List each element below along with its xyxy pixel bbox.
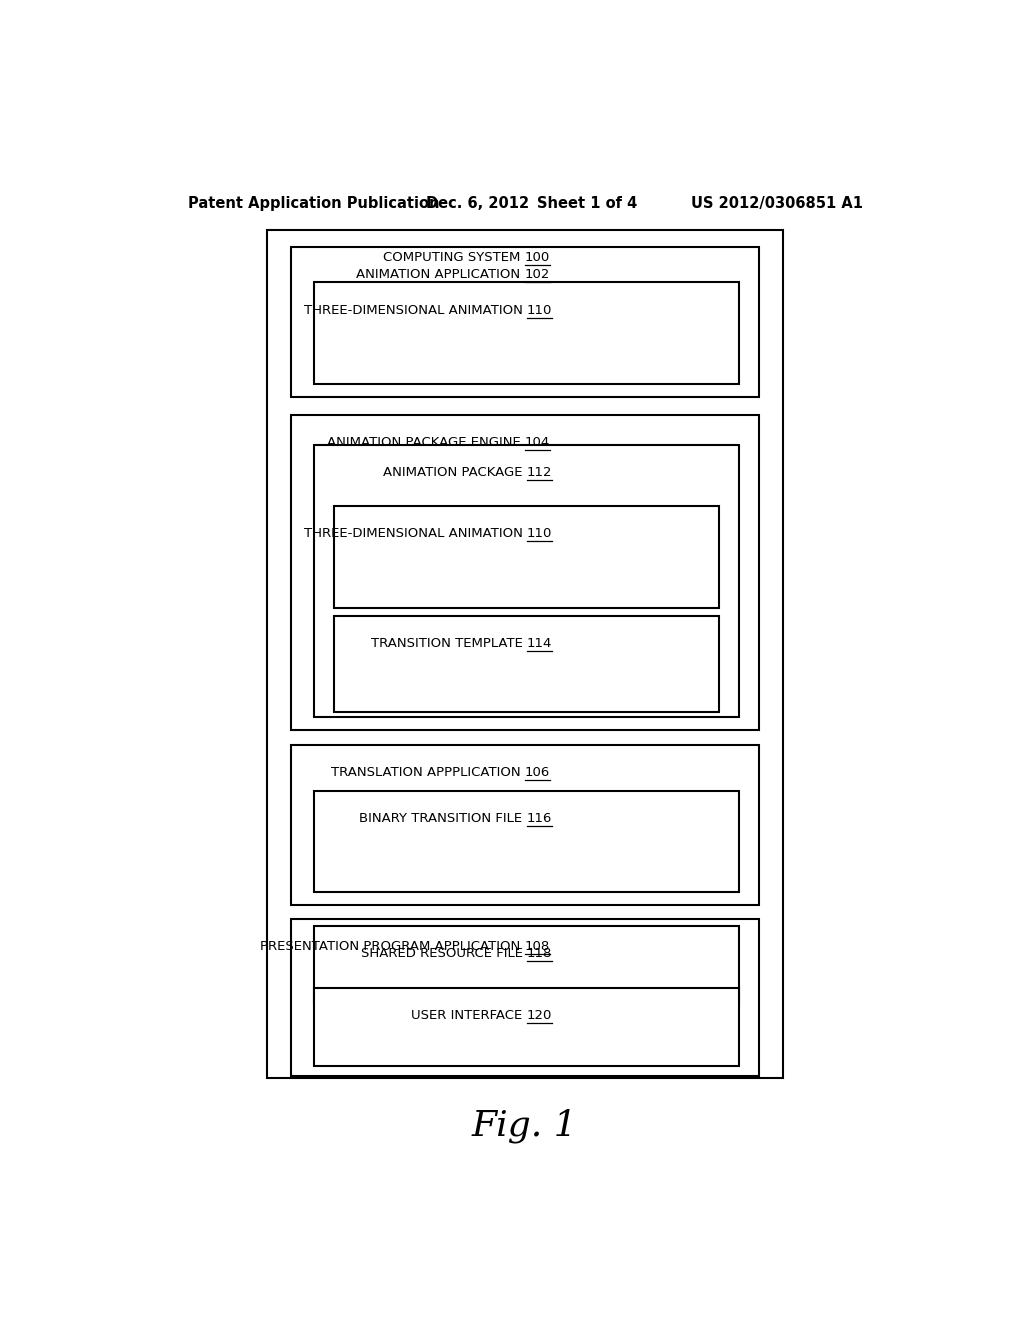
Text: ANIMATION APPLICATION: ANIMATION APPLICATION [356, 268, 524, 281]
Text: 104: 104 [524, 436, 550, 449]
Bar [314, 445, 739, 718]
Bar [334, 615, 719, 713]
Bar [314, 791, 739, 892]
Text: 114: 114 [526, 638, 552, 651]
Text: BINARY TRANSITION FILE: BINARY TRANSITION FILE [359, 812, 526, 825]
Text: 110: 110 [526, 304, 552, 317]
Bar [291, 247, 759, 397]
Text: THREE-DIMENSIONAL ANIMATION: THREE-DIMENSIONAL ANIMATION [304, 304, 526, 317]
Text: 112: 112 [526, 466, 552, 479]
Text: 116: 116 [526, 812, 552, 825]
Bar [334, 506, 719, 607]
Bar [291, 744, 759, 906]
Text: PRESENTATION PROGRAM APPLICATION: PRESENTATION PROGRAM APPLICATION [260, 940, 524, 953]
Bar [314, 282, 739, 384]
Text: 110: 110 [526, 528, 552, 540]
Text: Dec. 6, 2012: Dec. 6, 2012 [426, 195, 528, 211]
Bar [291, 919, 759, 1076]
Bar [291, 414, 759, 730]
Text: 100: 100 [524, 251, 550, 264]
Text: 106: 106 [524, 766, 550, 779]
Bar [267, 230, 782, 1078]
Text: Sheet 1 of 4: Sheet 1 of 4 [537, 195, 637, 211]
Bar [314, 987, 739, 1067]
Text: TRANSLATION APPPLICATION: TRANSLATION APPPLICATION [331, 766, 524, 779]
Text: USER INTERFACE: USER INTERFACE [412, 1008, 526, 1022]
Text: ANIMATION PACKAGE: ANIMATION PACKAGE [383, 466, 526, 479]
Text: 108: 108 [524, 940, 550, 953]
Text: COMPUTING SYSTEM: COMPUTING SYSTEM [383, 251, 524, 264]
Text: Patent Application Publication: Patent Application Publication [187, 195, 439, 211]
Bar [314, 925, 739, 1005]
Text: 118: 118 [526, 948, 552, 960]
Text: Fig. 1: Fig. 1 [472, 1109, 578, 1143]
Text: US 2012/0306851 A1: US 2012/0306851 A1 [691, 195, 863, 211]
Text: 120: 120 [526, 1008, 552, 1022]
Text: TRANSITION TEMPLATE: TRANSITION TEMPLATE [371, 638, 526, 651]
Text: ANIMATION PACKAGE ENGINE: ANIMATION PACKAGE ENGINE [327, 436, 524, 449]
Text: THREE-DIMENSIONAL ANIMATION: THREE-DIMENSIONAL ANIMATION [304, 528, 526, 540]
Text: 102: 102 [524, 268, 550, 281]
Text: SHARED RESOURCE FILE: SHARED RESOURCE FILE [360, 948, 526, 960]
